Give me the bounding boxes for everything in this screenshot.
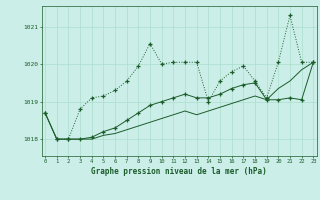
X-axis label: Graphe pression niveau de la mer (hPa): Graphe pression niveau de la mer (hPa) xyxy=(91,167,267,176)
